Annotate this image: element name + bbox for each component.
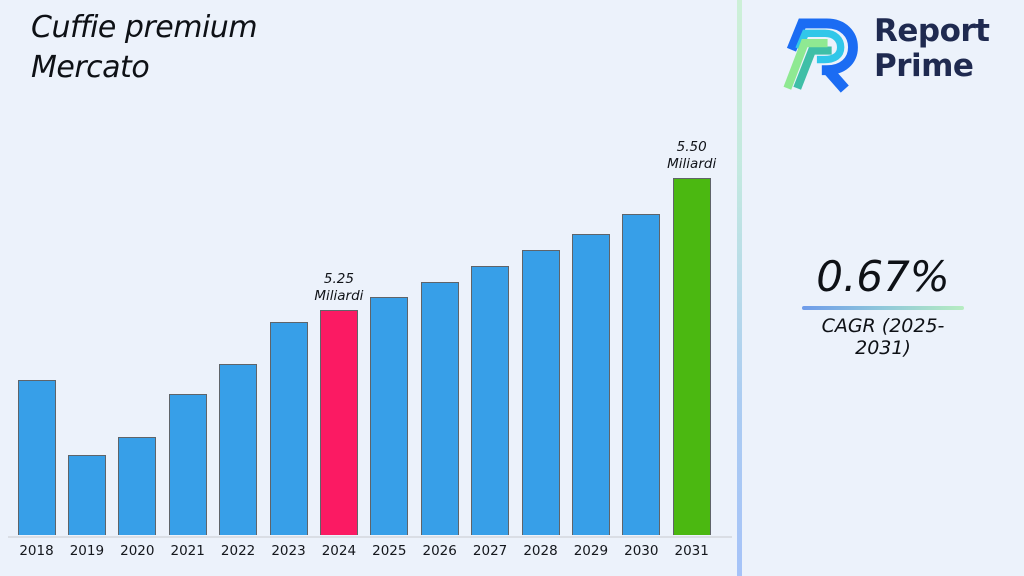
bar-2020 — [118, 437, 157, 535]
bar-2018 — [17, 380, 56, 535]
bar-2030 — [622, 214, 661, 535]
x-tick-2022: 2022 — [220, 543, 256, 559]
x-tick-2025: 2025 — [372, 543, 407, 559]
x-tick-2026: 2026 — [422, 543, 457, 559]
x-tick-2020: 2020 — [120, 543, 155, 559]
x-tick-2023: 2023 — [271, 543, 306, 559]
cagr-underline — [802, 306, 964, 310]
x-tick-2019: 2019 — [69, 543, 105, 559]
chart-title-line1: Cuffie premium — [31, 10, 258, 45]
bar-2024 — [319, 310, 358, 535]
x-tick-2031: 2031 — [674, 543, 709, 559]
bar-2026 — [420, 282, 459, 535]
x-tick-2024: 2024 — [321, 543, 357, 559]
x-tick-2030: 2030 — [624, 543, 659, 559]
cagr-value: 0.67% — [816, 252, 950, 301]
x-tick-2021: 2021 — [170, 543, 205, 559]
chart-title: Cuffie premium Mercato — [31, 8, 258, 88]
bar-2025 — [370, 297, 409, 535]
logo-text-line2: Prime — [874, 48, 974, 84]
report-prime-logo: Report Prime — [779, 12, 990, 94]
bar-2023 — [269, 322, 308, 535]
chart-title-line2: Mercato — [31, 50, 150, 85]
bar-2027 — [471, 266, 510, 535]
report-prime-logo-icon — [783, 18, 858, 93]
bar-2021 — [168, 394, 207, 535]
x-tick-2027: 2027 — [472, 543, 508, 559]
logo-text-line1: Report — [874, 13, 990, 49]
x-tick-2028: 2028 — [523, 543, 558, 559]
report-prime-logo-text: Report Prime — [874, 14, 990, 84]
cagr-label: CAGR (2025-2031) — [821, 315, 945, 359]
section-divider — [737, 0, 742, 576]
bar-2019 — [67, 455, 106, 535]
cagr-stat: 0.67% CAGR (2025-2031) — [802, 252, 964, 359]
x-tick-2018: 2018 — [19, 543, 54, 559]
x-tick-2029: 2029 — [573, 543, 609, 559]
value-label-2031: 5.50 Miliardi — [667, 139, 717, 172]
bar-2031 — [672, 178, 711, 535]
bar-2029 — [571, 234, 610, 535]
bar-chart: 2018 2019 2020 2021 2022 2023 2024 2025 2026 2027… — [8, 139, 732, 559]
bar-2028 — [521, 250, 560, 535]
value-label-2024: 5.25 Miliardi — [314, 271, 364, 304]
x-axis-line — [8, 536, 732, 538]
bar-2022 — [219, 364, 258, 535]
